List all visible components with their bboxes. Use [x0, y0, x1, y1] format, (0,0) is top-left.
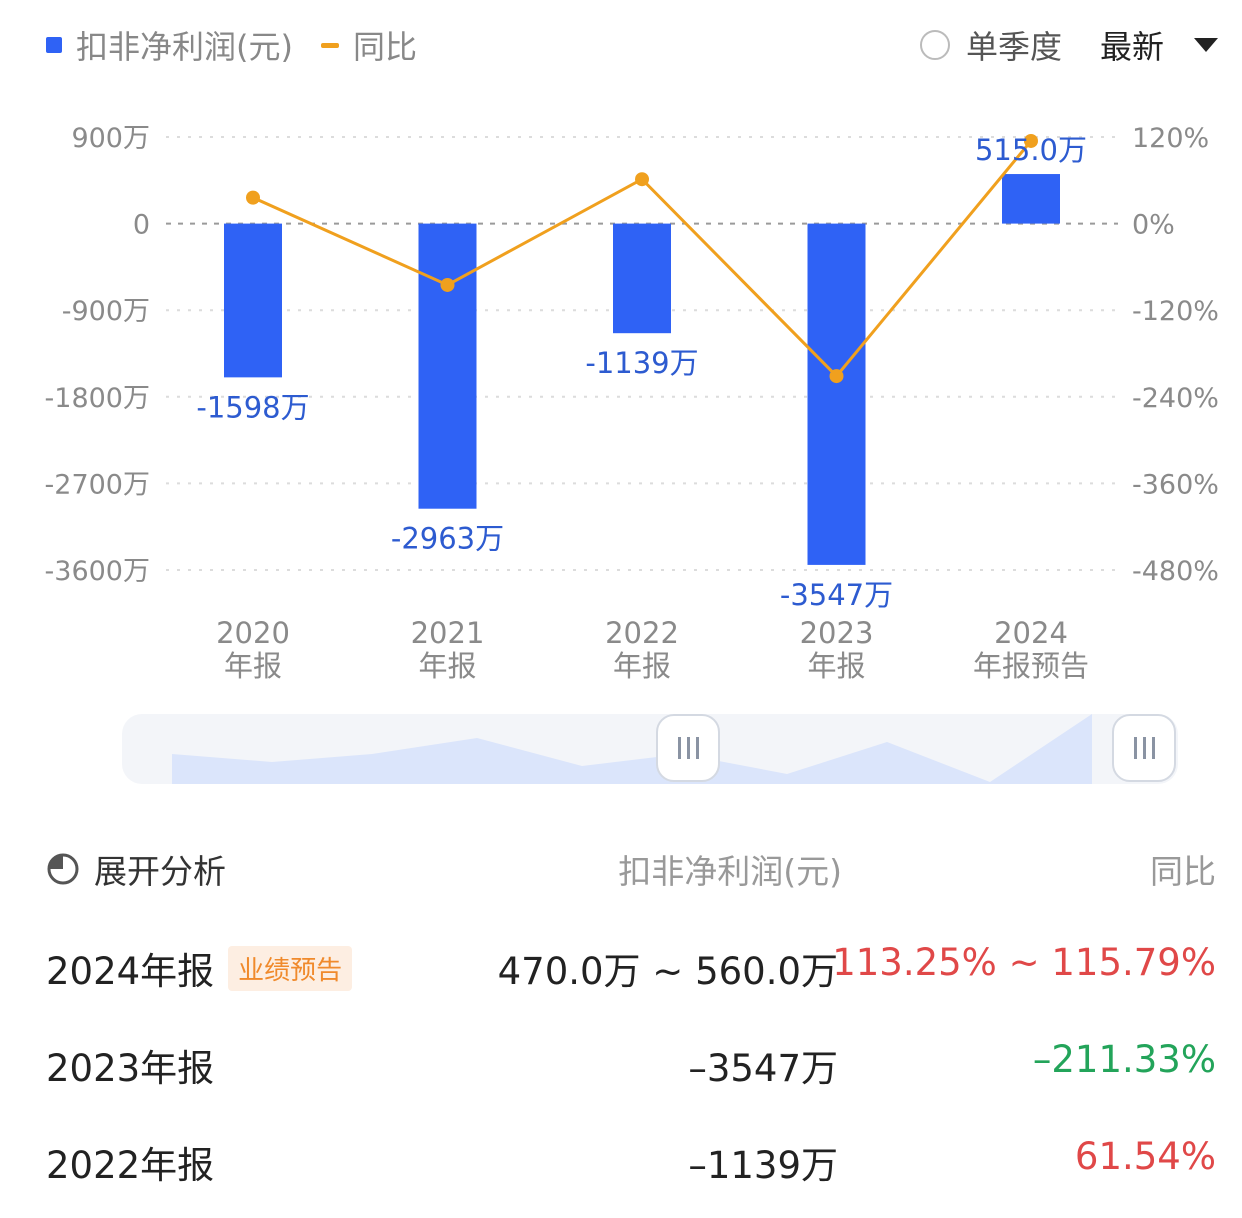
bar-value-label: -2963万	[391, 522, 504, 556]
row-period: 2024年报 业绩预告	[46, 941, 353, 995]
table-header: 展开分析 扣非净利润(元) 同比	[46, 835, 1216, 901]
profit-chart: 900万 0 -900万 -1800万 -2700万 -3600万 120% 0% -120% -…	[45, 123, 1219, 683]
category-type-label: 年报	[613, 649, 671, 683]
right-axis-tick-label: -240%	[1132, 383, 1219, 414]
category-type-label: 年报	[807, 649, 865, 683]
category-type-label: 年报预告	[973, 649, 1089, 683]
category-type-label: 年报	[418, 649, 476, 683]
bar	[418, 223, 477, 509]
yoy-point	[829, 369, 844, 384]
bar-value-label: -3547万	[780, 578, 893, 612]
expand-analysis-label: 展开分析	[94, 852, 226, 891]
row-period-label: 2023年报	[46, 1047, 215, 1090]
yoy-point	[440, 277, 455, 292]
right-axis-tick-label: 0%	[1132, 210, 1175, 241]
left-axis-tick-label: 900万	[71, 123, 150, 154]
bar	[613, 223, 671, 334]
legend-line-swatch	[320, 42, 339, 48]
left-axis-tick-label: -2700万	[45, 469, 150, 500]
legend-item-yoy[interactable]: 同比	[320, 22, 417, 68]
category-type-label: 年报	[224, 649, 282, 683]
table-row[interactable]: 2022年报 –1139万 61.54%	[46, 1129, 1216, 1189]
table-row[interactable]: 2024年报 业绩预告 470.0万 ~ 560.0万 113.25% ~ 11…	[46, 935, 1216, 995]
bar	[807, 223, 866, 565]
yoy-point	[635, 172, 649, 187]
single-quarter-label[interactable]: 单季度	[965, 28, 1062, 66]
category-year-label: 2021	[411, 616, 485, 650]
category-year-label: 2024	[994, 616, 1068, 650]
row-value: –3547万	[688, 1047, 838, 1090]
legend-item-profit[interactable]: 扣非净利润(元)	[46, 22, 293, 68]
left-axis-tick-label: -3600万	[45, 556, 150, 587]
row-yoy: 113.25% ~ 115.79%	[832, 941, 1216, 984]
caret-down-icon[interactable]	[1194, 38, 1218, 52]
row-period-label: 2024年报	[46, 950, 215, 993]
column-header-value: 扣非净利润(元)	[618, 852, 842, 891]
table-row[interactable]: 2023年报 –3547万 –211.33%	[46, 1032, 1216, 1092]
sort-dropdown-label[interactable]: 最新	[1099, 28, 1164, 66]
category-year-label: 2020	[216, 616, 290, 650]
row-value: 470.0万 ~ 560.0万	[497, 950, 838, 993]
row-yoy: –211.33%	[1032, 1038, 1216, 1081]
bar-value-label: -1139万	[585, 346, 698, 380]
slider-left-handle[interactable]	[656, 714, 720, 782]
legend-bar-swatch	[46, 37, 62, 53]
chart-legend: 扣非净利润(元) 同比	[46, 22, 445, 68]
row-period-label: 2022年报	[46, 1144, 215, 1187]
bar-value-label: 515.0万	[975, 133, 1087, 167]
single-quarter-radio[interactable]	[919, 30, 950, 60]
bar-value-label: -1598万	[196, 390, 309, 424]
slider-right-handle[interactable]	[1112, 714, 1176, 782]
legend-yoy-label: 同比	[352, 28, 417, 66]
grip-icon	[677, 737, 699, 759]
left-axis-tick-label: 0	[133, 210, 150, 241]
left-axis-tick-label: -900万	[62, 296, 150, 327]
grip-icon	[1133, 737, 1155, 759]
row-value: –1139万	[688, 1144, 838, 1187]
right-axis-tick-label: -480%	[1132, 556, 1219, 587]
category-year-label: 2022	[605, 616, 679, 650]
slider-preview-area	[172, 714, 1092, 784]
right-axis-tick-label: 120%	[1132, 123, 1209, 154]
yoy-point	[1024, 133, 1038, 148]
forecast-badge: 业绩预告	[228, 945, 353, 991]
row-period: 2023年报	[46, 1038, 214, 1092]
yoy-point	[246, 190, 260, 205]
bar	[1002, 174, 1060, 224]
right-axis-tick-label: -360%	[1132, 469, 1219, 500]
row-period: 2022年报	[46, 1135, 214, 1189]
pie-chart-icon	[47, 853, 79, 885]
bar	[224, 223, 282, 378]
expand-analysis-button[interactable]: 展开分析	[46, 845, 226, 893]
category-year-label: 2023	[800, 616, 874, 650]
legend-profit-label: 扣非净利润(元)	[76, 28, 293, 66]
left-axis-tick-label: -1800万	[45, 383, 150, 414]
row-yoy: 61.54%	[1074, 1135, 1216, 1178]
right-axis-tick-label: -120%	[1132, 296, 1219, 327]
column-header-yoy: 同比	[1150, 852, 1216, 891]
range-slider[interactable]	[122, 714, 1178, 784]
chart-controls: 单季度 最新	[919, 22, 1218, 68]
